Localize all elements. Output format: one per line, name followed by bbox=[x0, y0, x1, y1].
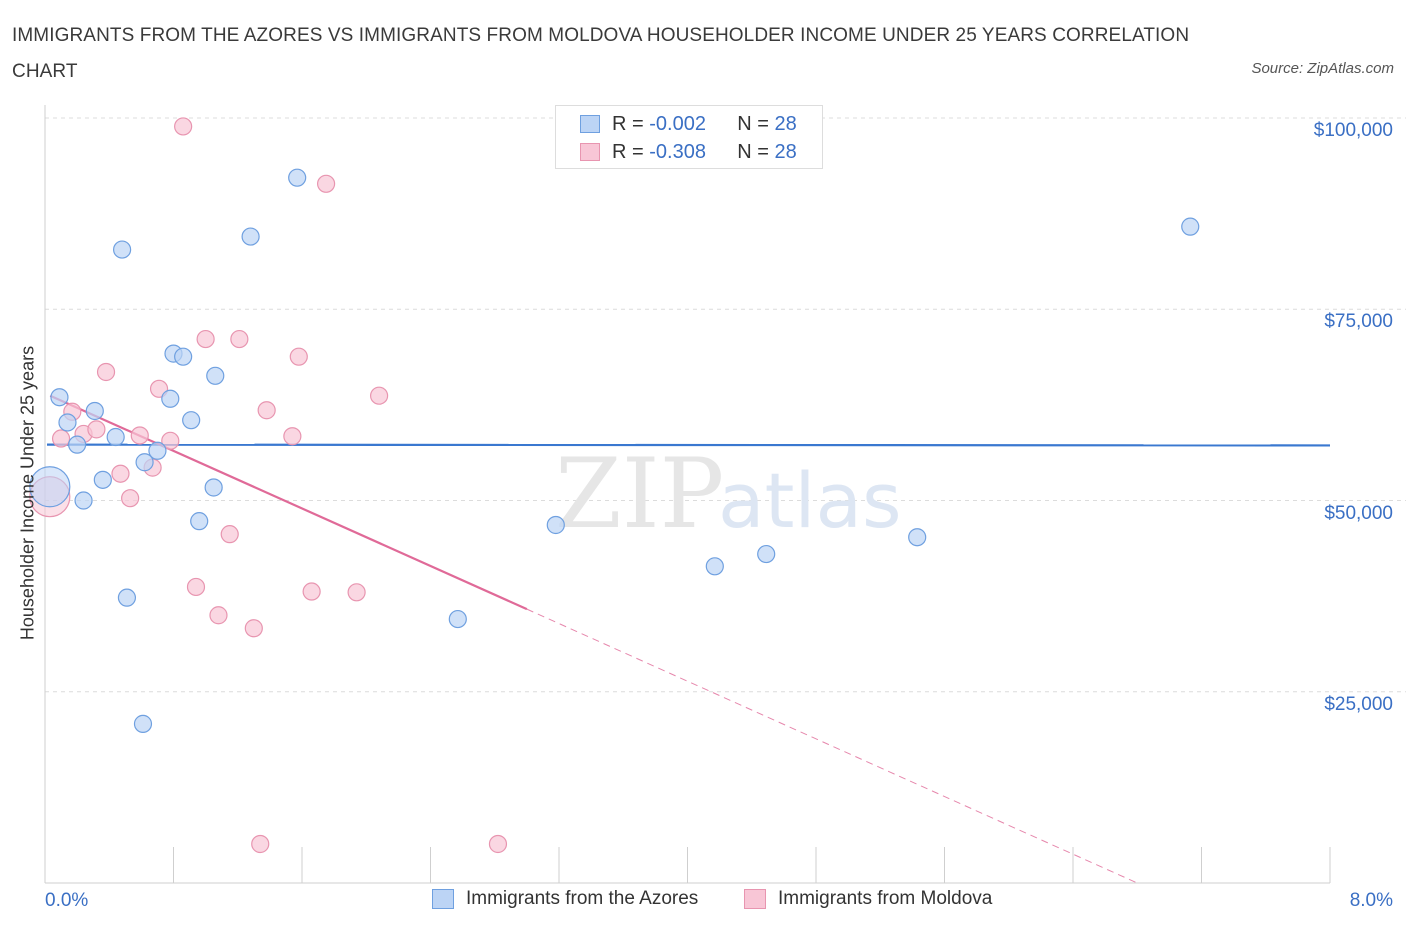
azores-point bbox=[908, 528, 927, 547]
azores-point bbox=[58, 413, 77, 432]
source-credit: Source: ZipAtlas.com bbox=[1251, 60, 1394, 77]
azores-point bbox=[50, 388, 69, 407]
moldova-trend-line bbox=[49, 394, 528, 611]
moldova-swatch bbox=[580, 143, 600, 161]
azores-point bbox=[174, 347, 193, 366]
n-label: N = bbox=[737, 140, 769, 163]
azores-point bbox=[29, 466, 71, 508]
moldova-n-value: 28 bbox=[774, 140, 797, 163]
azores-n-value: 28 bbox=[774, 112, 797, 135]
moldova-point bbox=[347, 583, 366, 602]
moldova-point bbox=[488, 834, 508, 854]
azores-point bbox=[106, 427, 125, 447]
moldova-point bbox=[220, 525, 239, 544]
azores-point bbox=[288, 168, 307, 187]
moldova-point bbox=[196, 329, 215, 349]
azores-point bbox=[133, 714, 153, 733]
y-tick-label: $100,000 bbox=[1313, 120, 1393, 141]
azores-point bbox=[148, 441, 167, 460]
moldova-point bbox=[370, 386, 389, 405]
n-label: N = bbox=[737, 112, 769, 135]
azores-trend-line bbox=[46, 443, 1331, 447]
stats-row-azores: R = -0.002 N = 28 bbox=[580, 110, 797, 138]
azores-point bbox=[204, 478, 223, 497]
azores-point bbox=[74, 491, 93, 510]
moldova-point bbox=[87, 420, 106, 439]
x-tick-label-min: 0.0% bbox=[45, 890, 89, 911]
legend-item-azores[interactable]: Immigrants from the Azores bbox=[432, 888, 698, 910]
stats-row-moldova: R = -0.308 N = 28 bbox=[580, 138, 797, 166]
azores-point bbox=[85, 401, 104, 421]
moldova-point bbox=[283, 427, 302, 446]
watermark-zip: ZIP bbox=[555, 438, 724, 550]
moldova-r-value: -0.308 bbox=[649, 140, 706, 163]
azores-point bbox=[1181, 217, 1200, 236]
azores-r-value: -0.002 bbox=[649, 112, 706, 135]
azores-point bbox=[241, 227, 260, 246]
moldova-legend-swatch bbox=[744, 889, 766, 909]
series-legend: Immigrants from the Azores Immigrants fr… bbox=[0, 888, 1406, 916]
stats-legend: R = -0.002 N = 28 R = -0.308 N = 28 bbox=[555, 105, 823, 169]
moldova-point bbox=[174, 117, 193, 136]
moldova-point bbox=[257, 401, 276, 420]
moldova-trend-extension bbox=[526, 608, 1138, 884]
azores-swatch bbox=[580, 115, 600, 133]
azores-point bbox=[546, 515, 565, 535]
x-tick-label-max: 8.0% bbox=[1349, 890, 1393, 911]
azores-point bbox=[182, 411, 201, 430]
azores-point bbox=[93, 470, 112, 489]
moldova-point bbox=[186, 577, 206, 597]
azores-point bbox=[705, 557, 724, 576]
moldova-point bbox=[96, 362, 116, 382]
chart-title: IMMIGRANTS FROM THE AZORES VS IMMIGRANTS… bbox=[12, 25, 1190, 82]
moldova-point bbox=[209, 606, 228, 625]
moldova-point bbox=[302, 582, 321, 601]
y-axis-label: Householder Income Under 25 years bbox=[17, 345, 38, 641]
azores-point bbox=[112, 240, 132, 259]
moldova-point bbox=[289, 347, 308, 366]
azores-point bbox=[161, 389, 180, 408]
moldova-point bbox=[161, 431, 180, 450]
y-tick-label: $50,000 bbox=[1324, 502, 1393, 524]
moldova-point bbox=[244, 619, 263, 638]
r-label: R = bbox=[612, 112, 644, 135]
azores-point bbox=[206, 366, 225, 385]
y-tick-label: $75,000 bbox=[1324, 311, 1393, 333]
azores-point bbox=[190, 512, 209, 531]
azores-point bbox=[68, 435, 87, 454]
watermark-atlas: atlas bbox=[718, 456, 902, 545]
moldova-point bbox=[121, 489, 140, 508]
legend-item-moldova[interactable]: Immigrants from Moldova bbox=[744, 888, 992, 910]
moldova-point bbox=[251, 834, 270, 854]
moldova-point bbox=[130, 426, 149, 445]
moldova-legend-label: Immigrants from Moldova bbox=[778, 888, 993, 909]
azores-legend-swatch bbox=[432, 889, 454, 909]
azores-legend-label: Immigrants from the Azores bbox=[466, 888, 699, 909]
azores-point bbox=[448, 609, 467, 629]
moldova-point bbox=[111, 464, 130, 483]
r-label: R = bbox=[612, 140, 644, 163]
moldova-point bbox=[316, 174, 336, 193]
azores-point bbox=[117, 588, 137, 607]
moldova-point bbox=[230, 329, 249, 349]
y-tick-label: $25,000 bbox=[1324, 693, 1393, 715]
moldova-point bbox=[51, 429, 71, 448]
azores-point bbox=[135, 453, 154, 472]
azores-point bbox=[757, 544, 776, 564]
